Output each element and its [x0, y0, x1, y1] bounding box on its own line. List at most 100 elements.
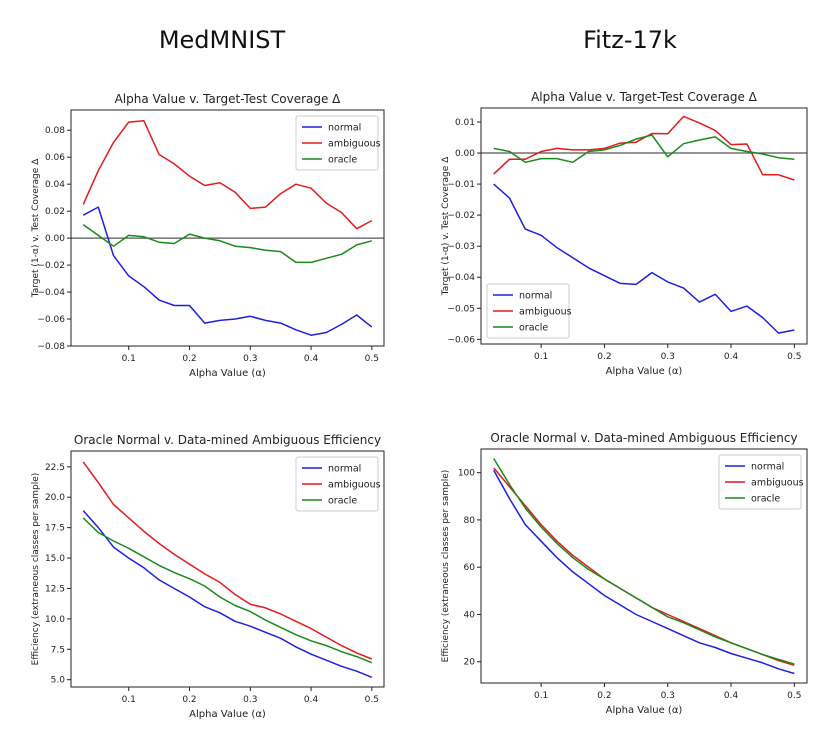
ambiguous-series-line [82, 461, 373, 660]
fitz17k-coverage-chart: Alpha Value v. Target-Test Coverage Δ 0.1… [441, 90, 808, 377]
legend-ambiguous-label: ambiguous [751, 478, 804, 489]
x-tick-label: 0.4 [304, 354, 319, 364]
plot-frame [480, 448, 808, 684]
x-axis-label: Alpha Value (α) [606, 366, 683, 377]
x-tick-label: 0.5 [365, 354, 379, 364]
legend-normal-label: normal [328, 123, 361, 134]
ambiguous-series-line [82, 120, 373, 230]
y-tick-label: −0.04 [447, 273, 475, 283]
y-tick-label: −0.08 [37, 342, 65, 352]
x-tick-label: 0.1 [534, 352, 548, 362]
legend-oracle-label: oracle [328, 496, 357, 507]
legend-ambiguous-label: ambiguous [328, 480, 381, 491]
y-tick-label: −0.03 [447, 242, 475, 252]
y-tick-label: 5.0 [51, 676, 66, 686]
legend: normal ambiguous oracle [486, 283, 572, 339]
legend-box [295, 456, 379, 512]
legend-box [295, 115, 379, 171]
x-tick-label: 0.2 [597, 691, 611, 701]
fitz17k-efficiency-chart: Oracle Normal v. Data-mined Ambiguous Ef… [441, 431, 808, 716]
y-tick-label: 7.5 [51, 645, 65, 655]
y-tick-label: −0.02 [37, 261, 65, 271]
normal-series-line [82, 206, 373, 336]
y-tick-label: 0.00 [45, 234, 65, 244]
y-axis-label: Target (1-α) v. Test Coverage Δ [441, 156, 451, 296]
y-tick-label: 0.08 [45, 126, 65, 136]
x-tick-label: 0.5 [787, 691, 801, 701]
y-tick-label: 0.06 [45, 153, 65, 163]
x-tick-label: 0.5 [787, 352, 801, 362]
x-tick-label: 0.2 [182, 354, 196, 364]
x-tick-label: 0.1 [534, 691, 548, 701]
normal-series-line [493, 469, 795, 675]
y-tick-label: 0.04 [45, 180, 65, 190]
y-tick-label: 20 [464, 658, 476, 668]
x-tick-label: 0.3 [243, 354, 257, 364]
fitz17k-column-title: Fitz-17k [583, 26, 677, 54]
y-tick-label: 10.0 [45, 615, 65, 625]
y-tick-label: −0.01 [447, 180, 475, 190]
ambiguous-series-line [493, 115, 795, 181]
y-tick-label: 100 [458, 469, 475, 479]
y-tick-label: 20.0 [45, 493, 65, 503]
legend-ambiguous-label: ambiguous [519, 307, 572, 318]
x-tick-label: 0.4 [724, 352, 739, 362]
legend: normal ambiguous oracle [295, 456, 381, 512]
x-tick-label: 0.2 [597, 352, 611, 362]
x-axis-label: Alpha Value (α) [606, 705, 683, 716]
x-tick-label: 0.1 [122, 695, 136, 705]
y-axis-label: Efficiency (extraneous classes per sampl… [441, 470, 451, 663]
plot-frame [70, 109, 385, 347]
x-tick-label: 0.3 [661, 691, 675, 701]
chart-title: Alpha Value v. Target-Test Coverage Δ [115, 92, 342, 106]
y-tick-label: 12.5 [45, 584, 65, 594]
oracle-series-line [82, 223, 372, 264]
legend-box [486, 283, 570, 339]
y-axis-label: Target (1-α) v. Test Coverage Δ [31, 158, 41, 298]
y-tick-label: 40 [464, 610, 476, 620]
x-tick-label: 0.3 [661, 352, 675, 362]
x-axis-label: Alpha Value (α) [189, 709, 266, 720]
chart-title: Oracle Normal v. Data-mined Ambiguous Ef… [74, 433, 381, 447]
legend-ambiguous-label: ambiguous [328, 139, 381, 150]
x-tick-label: 0.5 [365, 695, 379, 705]
oracle-series-line [493, 134, 795, 164]
y-tick-label: 0.01 [455, 118, 475, 128]
y-tick-label: −0.06 [37, 315, 65, 325]
y-tick-label: −0.02 [447, 211, 475, 221]
y-tick-label: −0.06 [447, 335, 475, 345]
y-tick-label: 22.5 [45, 463, 65, 473]
y-tick-label: −0.04 [37, 288, 65, 298]
legend-normal-label: normal [751, 462, 784, 473]
medmnist-coverage-chart: Alpha Value v. Target-Test Coverage Δ 0.1… [31, 92, 385, 379]
y-axis-label: Efficiency (extraneous classes per sampl… [31, 473, 41, 666]
normal-series-line [493, 183, 795, 334]
plot-frame [70, 450, 385, 688]
y-tick-label: 17.5 [45, 524, 65, 534]
x-tick-label: 0.1 [122, 354, 136, 364]
oracle-series-line [493, 458, 795, 665]
y-tick-label: 15.0 [45, 554, 65, 564]
oracle-series-line [82, 517, 373, 664]
medmnist-efficiency-chart: Oracle Normal v. Data-mined Ambiguous Ef… [31, 433, 385, 720]
chart-title: Oracle Normal v. Data-mined Ambiguous Ef… [490, 431, 797, 445]
y-tick-label: 0.02 [45, 207, 65, 217]
x-tick-label: 0.2 [182, 695, 196, 705]
y-tick-label: −0.05 [447, 304, 475, 314]
legend-normal-label: normal [328, 464, 361, 475]
medmnist-column-title: MedMNIST [158, 26, 286, 54]
chart-title: Alpha Value v. Target-Test Coverage Δ [531, 90, 758, 104]
legend-oracle-label: oracle [519, 323, 548, 334]
y-tick-label: 60 [464, 563, 476, 573]
x-tick-label: 0.3 [243, 695, 257, 705]
x-tick-label: 0.4 [304, 695, 319, 705]
legend: normal ambiguous oracle [295, 115, 381, 171]
legend-normal-label: normal [519, 291, 552, 302]
legend-box [718, 454, 802, 510]
y-tick-label: 80 [464, 516, 476, 526]
legend-oracle-label: oracle [751, 494, 780, 505]
plot-frame [480, 107, 808, 345]
x-tick-label: 0.4 [724, 691, 739, 701]
y-tick-label: 0.00 [455, 149, 475, 159]
legend: normal ambiguous oracle [718, 454, 804, 510]
